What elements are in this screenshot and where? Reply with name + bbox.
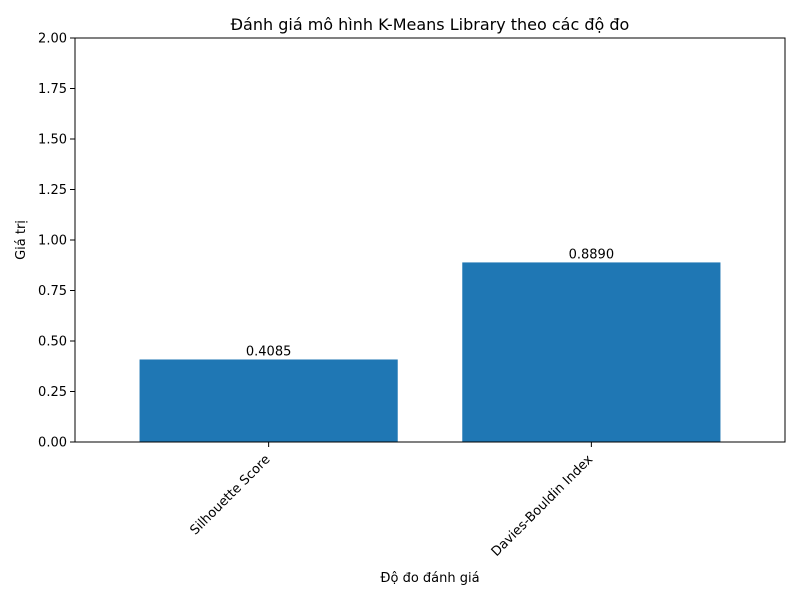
bar-silhouette-score bbox=[139, 359, 398, 442]
y-tick-label: 0.75 bbox=[38, 284, 67, 299]
y-tick-label: 2.00 bbox=[38, 32, 67, 47]
y-tick-label: 0.50 bbox=[38, 335, 67, 350]
data-label: 0.8890 bbox=[569, 247, 615, 262]
y-tick-label: 1.75 bbox=[38, 82, 67, 97]
data-label: 0.4085 bbox=[246, 344, 292, 359]
y-tick-label: 1.50 bbox=[38, 133, 67, 148]
x-tick-label: Silhouette Score bbox=[187, 452, 273, 538]
y-tick-label: 1.00 bbox=[38, 234, 67, 249]
x-tick-label: Davies-Bouldin Index bbox=[489, 452, 597, 560]
plot-area: 0.4085 Silhouette Score 0.8890 Davies-Bould… bbox=[38, 32, 786, 560]
bar-davies-bouldin-index bbox=[462, 262, 721, 442]
y-tick-label: 0.25 bbox=[38, 385, 67, 400]
y-tick-label: 1.25 bbox=[38, 183, 67, 198]
y-tick-label: 0.00 bbox=[38, 436, 67, 451]
chart-title: Đánh giá mô hình K-Means Library theo cá… bbox=[231, 15, 630, 34]
x-axis-label: Độ đo đánh giá bbox=[380, 571, 479, 586]
y-axis-label: Giá trị bbox=[14, 220, 29, 260]
axes-frame bbox=[74, 37, 786, 443]
